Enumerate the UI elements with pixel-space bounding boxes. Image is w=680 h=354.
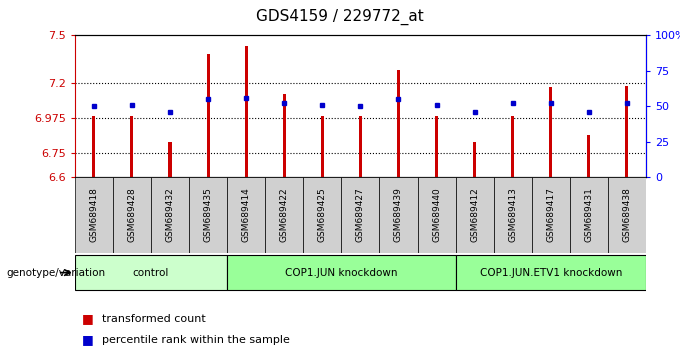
Text: COP1.JUN knockdown: COP1.JUN knockdown: [285, 268, 398, 278]
FancyBboxPatch shape: [532, 177, 570, 253]
FancyBboxPatch shape: [189, 177, 227, 253]
FancyBboxPatch shape: [456, 255, 646, 290]
FancyBboxPatch shape: [227, 177, 265, 253]
FancyBboxPatch shape: [75, 177, 113, 253]
Bar: [397, 70, 400, 177]
Text: GSM689422: GSM689422: [279, 188, 289, 242]
Text: GSM689438: GSM689438: [622, 188, 632, 242]
FancyBboxPatch shape: [379, 177, 418, 253]
Text: GSM689439: GSM689439: [394, 188, 403, 242]
Bar: [549, 87, 552, 177]
Bar: [473, 142, 476, 177]
Text: GSM689418: GSM689418: [89, 188, 99, 242]
FancyBboxPatch shape: [608, 177, 646, 253]
Text: genotype/variation: genotype/variation: [7, 268, 106, 278]
FancyBboxPatch shape: [113, 177, 151, 253]
FancyBboxPatch shape: [341, 177, 379, 253]
FancyBboxPatch shape: [227, 255, 456, 290]
FancyBboxPatch shape: [151, 177, 189, 253]
Text: ■: ■: [82, 333, 93, 346]
Text: COP1.JUN.ETV1 knockdown: COP1.JUN.ETV1 knockdown: [479, 268, 622, 278]
Bar: [92, 116, 95, 177]
Text: GSM689427: GSM689427: [356, 188, 365, 242]
Text: GSM689440: GSM689440: [432, 188, 441, 242]
Bar: [169, 142, 171, 177]
Text: ■: ■: [82, 312, 93, 325]
Bar: [283, 93, 286, 177]
Text: control: control: [133, 268, 169, 278]
Text: GSM689435: GSM689435: [203, 188, 213, 242]
Text: GSM689417: GSM689417: [546, 188, 556, 242]
Bar: [435, 116, 438, 177]
Bar: [588, 135, 590, 177]
Bar: [131, 116, 133, 177]
Bar: [626, 86, 628, 177]
Text: percentile rank within the sample: percentile rank within the sample: [102, 335, 290, 345]
Text: GSM689431: GSM689431: [584, 188, 594, 242]
FancyBboxPatch shape: [570, 177, 608, 253]
Text: GSM689428: GSM689428: [127, 188, 137, 242]
FancyBboxPatch shape: [418, 177, 456, 253]
Bar: [207, 54, 209, 177]
FancyBboxPatch shape: [303, 177, 341, 253]
Bar: [245, 46, 248, 177]
Bar: [359, 116, 362, 177]
Text: GSM689432: GSM689432: [165, 188, 175, 242]
Text: transformed count: transformed count: [102, 314, 206, 324]
FancyBboxPatch shape: [75, 255, 227, 290]
FancyBboxPatch shape: [456, 177, 494, 253]
Text: GSM689414: GSM689414: [241, 188, 251, 242]
FancyBboxPatch shape: [265, 177, 303, 253]
Text: GSM689412: GSM689412: [470, 188, 479, 242]
Text: GSM689413: GSM689413: [508, 188, 517, 242]
Bar: [321, 116, 324, 177]
Text: GDS4159 / 229772_at: GDS4159 / 229772_at: [256, 9, 424, 25]
FancyBboxPatch shape: [494, 177, 532, 253]
Text: GSM689425: GSM689425: [318, 188, 327, 242]
Bar: [511, 116, 514, 177]
